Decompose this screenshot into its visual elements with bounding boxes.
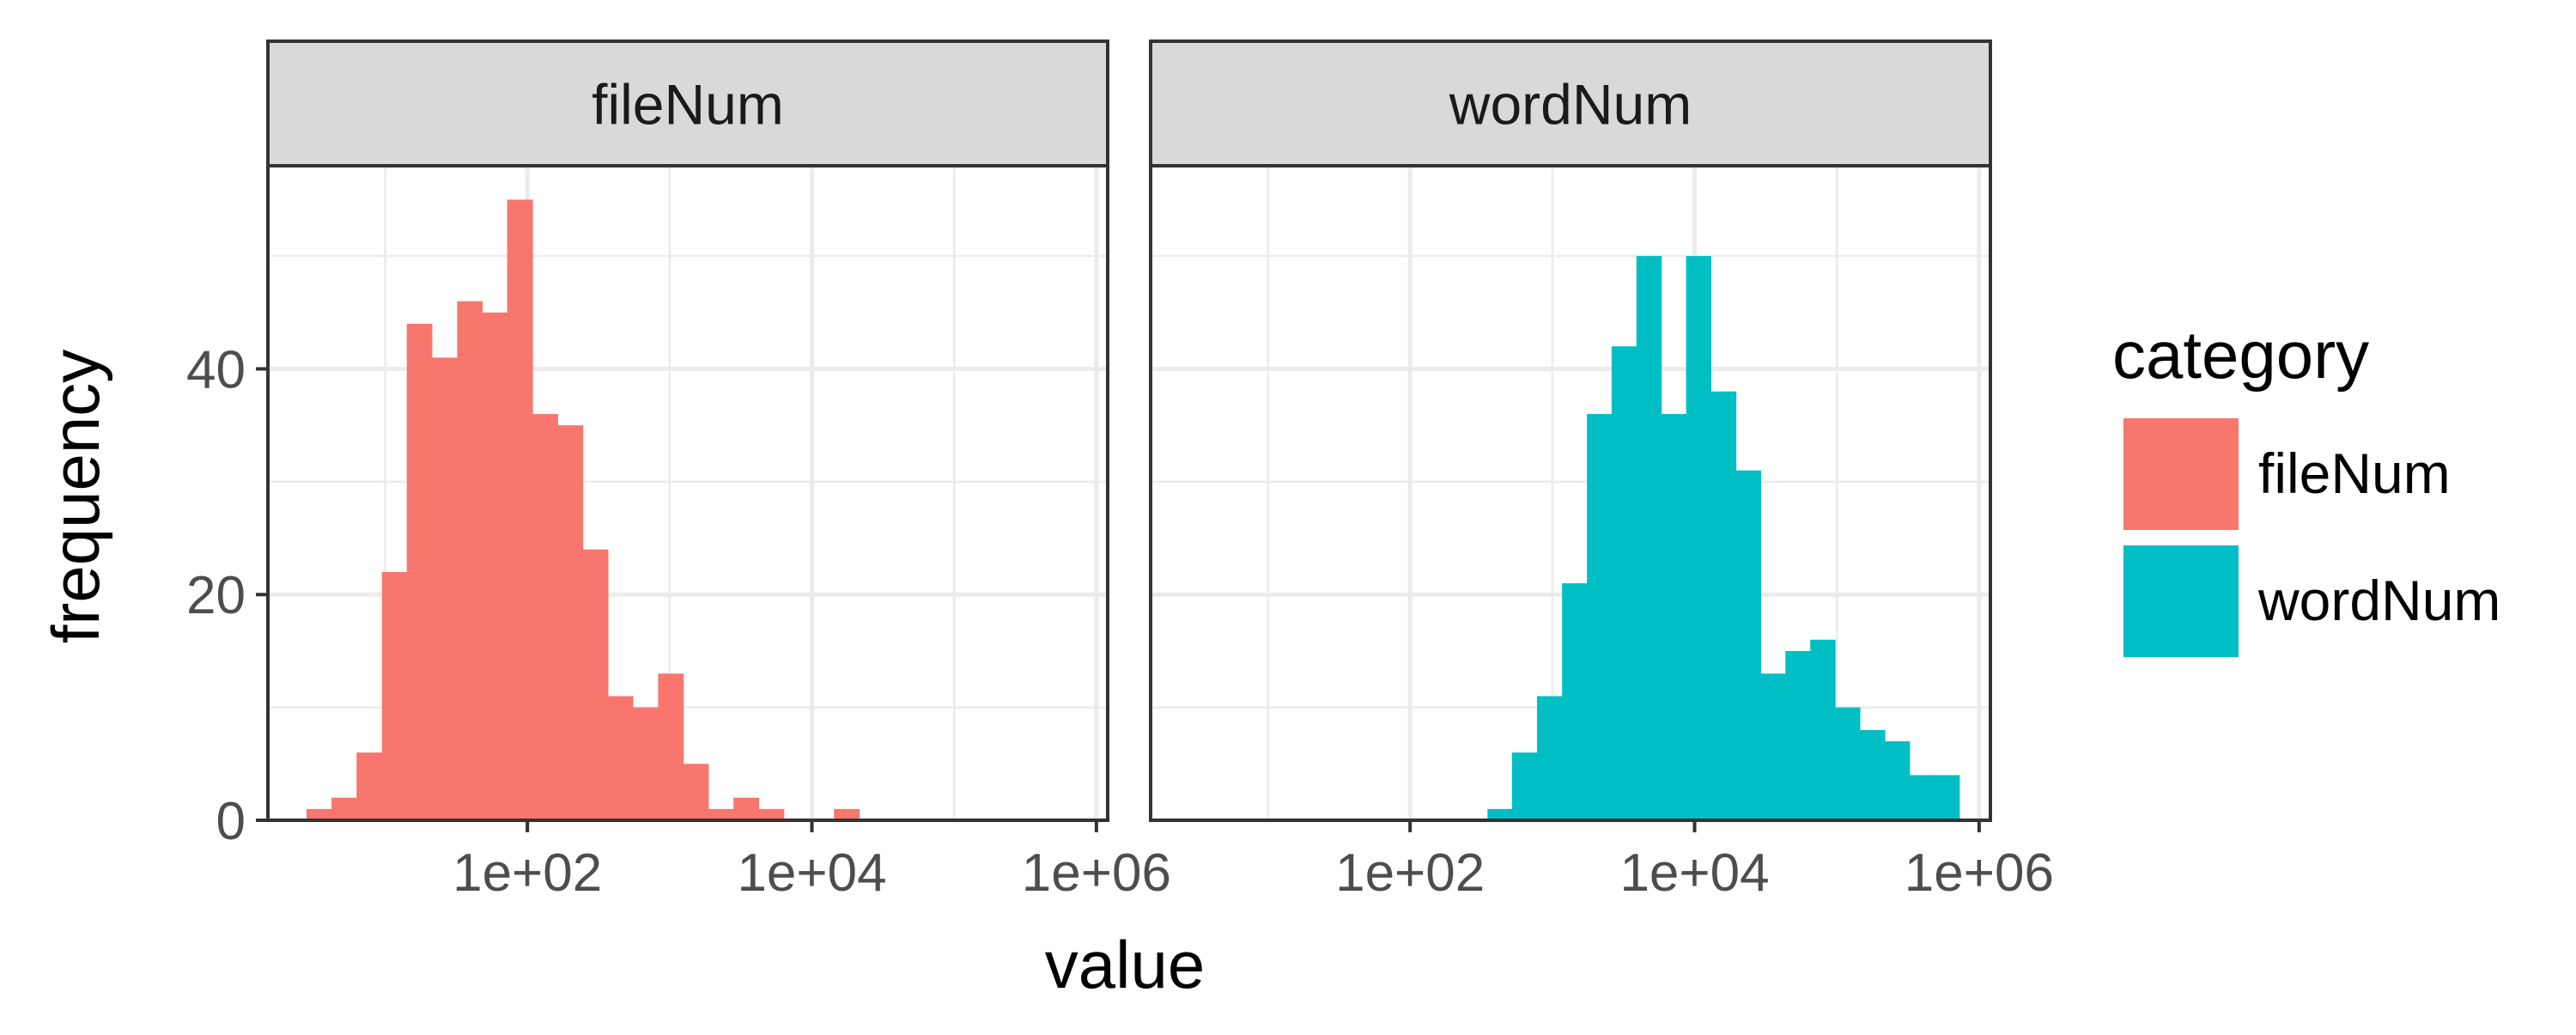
y-tick-label: 40 [186,340,246,399]
histogram-bar [406,323,433,820]
histogram-bar [1686,256,1712,820]
histogram-bar [1487,808,1513,820]
y-tick-label: 0 [216,792,246,851]
histogram-bar [607,696,634,820]
histogram-bar [1636,256,1662,820]
strip-background [1149,40,1992,167]
histogram-bar [1562,583,1588,820]
legend-label-fileNum: fileNum [2258,441,2451,505]
histogram-bar [708,808,734,820]
legend-key-fileNum [2123,418,2239,530]
histogram-bar [1810,639,1836,820]
facet-panel-wordNum: wordNum 1e+02 1e+04 1e+06 [1149,40,2054,903]
legend-items: fileNum wordNum [2123,418,2500,657]
legend: category fileNum wordNum [2112,317,2500,657]
histogram-bar [758,808,785,820]
histogram-bar [431,357,459,820]
facet-panel-fileNum: fileNum 1e+02 1e+04 1e+06 [266,40,1171,903]
legend-key-wordNum [2123,545,2239,657]
x-tick-label: 1e+02 [453,843,602,903]
histogram-bar [1760,673,1786,820]
x-tick-label: 1e+06 [1905,843,2054,903]
x-tick-label: 1e+02 [1335,843,1485,903]
histogram-bar [733,797,760,820]
legend-label-wordNum: wordNum [2257,569,2500,632]
histogram-bar [582,549,609,820]
legend-title: category [2112,317,2369,393]
x-tick-label: 1e+04 [737,843,886,903]
histogram-bar [1785,650,1811,820]
histogram-bar [331,797,357,820]
histogram-bar [482,312,508,820]
histogram-bar [834,808,860,820]
histogram-bar [381,571,408,820]
histogram-bar [658,673,684,820]
histogram-bar [1859,729,1886,820]
y-axis-title: frequency [38,350,113,644]
histogram-bar [1536,696,1563,820]
histogram-bar [1934,775,1960,820]
histogram-bar [532,414,558,820]
strip-label: wordNum [1449,73,1692,137]
y-axis: 0 20 40 [186,340,268,851]
histogram-bar [557,425,584,820]
histogram-bar [683,764,709,820]
histogram-bar [1835,707,1861,820]
histogram-bar [1909,775,1935,820]
strip-label: fileNum [592,73,784,137]
facet-panels: fileNum 1e+02 1e+04 1e+06 wordNum 1e+02 1e+04 1… [186,40,2054,903]
histogram-bar [1710,391,1737,820]
x-tick-label: 1e+06 [1022,843,1171,903]
histogram-bar [1735,470,1761,820]
histogram-bar [633,707,659,820]
y-tick-label: 20 [186,566,246,625]
histogram-bar [1611,346,1637,820]
strip-background [266,40,1109,167]
histogram-bar [356,752,383,820]
histogram-bar [457,301,483,821]
histogram-bar [507,199,533,820]
histogram-bar [1884,741,1911,820]
x-tick-label: 1e+04 [1619,843,1769,903]
histogram-bar [306,808,332,820]
histogram-bar [1511,752,1538,820]
histogram-bar [1661,414,1687,820]
x-axis-title: value [1045,927,1205,1002]
histogram-bar [1587,414,1613,820]
